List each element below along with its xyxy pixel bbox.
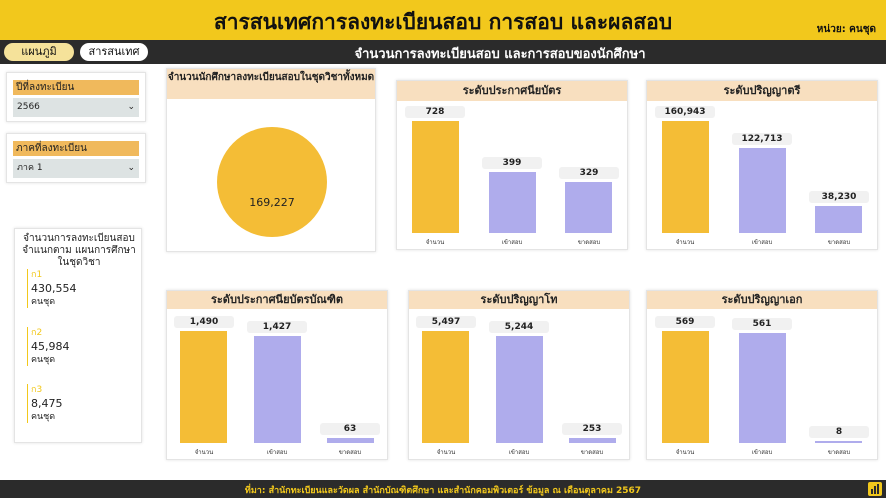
category-label: จำนวน [436, 449, 456, 456]
year-slicer: ปีที่ลงทะเบียน 2566 ⌄ [6, 72, 146, 122]
semester-slicer-label: ภาคที่ลงทะเบียน [13, 141, 139, 156]
semester-dropdown-value: ภาค 1 [17, 163, 43, 173]
data-label: 38,230 [809, 191, 869, 203]
kpi-group-1: ก1 430,554 คนชุด [27, 269, 135, 308]
bar-registered[interactable] [180, 331, 227, 443]
bar-registered[interactable] [662, 121, 709, 233]
chevron-down-icon: ⌄ [127, 163, 135, 173]
powerbi-icon[interactable] [868, 482, 882, 496]
category-label: ขาดสอบ [827, 239, 851, 246]
year-dropdown-value: 2566 [17, 102, 40, 112]
data-label: 561 [732, 318, 792, 330]
category-label: จำนวน [194, 449, 214, 456]
section-subtitle: จำนวนการลงทะเบียนสอบ และการสอบของนักศึกษ… [354, 47, 646, 62]
category-label: เข้าสอบ [266, 449, 288, 456]
bar-absent[interactable] [565, 182, 612, 233]
chart-title: ระดับปริญญาโท [409, 291, 629, 309]
bar-absent[interactable] [327, 438, 374, 443]
category-label: จำนวน [675, 449, 695, 456]
category-label: ขาดสอบ [580, 449, 604, 456]
year-dropdown[interactable]: 2566 ⌄ [13, 98, 139, 117]
data-label: 1,427 [247, 321, 307, 333]
kpi-unit: คนชุด [31, 412, 56, 422]
bar-attended[interactable] [739, 148, 786, 233]
bar-absent[interactable] [815, 206, 862, 233]
category-label: ขาดสอบ [338, 449, 362, 456]
category-label: เข้าสอบ [501, 239, 523, 246]
semester-dropdown[interactable]: ภาค 1 ⌄ [13, 159, 139, 178]
kpi-unit: คนชุด [31, 297, 56, 307]
bar-registered[interactable] [412, 121, 459, 233]
data-label: 63 [320, 423, 380, 435]
bar-attended[interactable] [496, 336, 543, 443]
registration-by-plan-card: จำนวนการลงทะเบียนสอบ จำแนกตาม แผนการศึกษ… [14, 228, 142, 443]
kpi-value: 430,554 [31, 282, 77, 295]
data-label: 728 [405, 106, 465, 118]
kpi-group-2: ก2 45,984 คนชุด [27, 327, 135, 366]
chart-panel-bachelor: ระดับปริญญาตรี 160,943 จำนวน 122,713 เข้าสอ… [646, 80, 878, 250]
total-students-title: จำนวนนักศึกษาลงทะเบียนสอบในชุดวิชาทั้งหม… [167, 69, 375, 99]
chart-panel-certificate: ระดับประกาศนียบัตร 728 จำนวน 399 เข้าสอบ 329… [396, 80, 628, 250]
chart-title: ระดับประกาศนียบัตร [397, 81, 627, 101]
semester-slicer: ภาคที่ลงทะเบียน ภาค 1 ⌄ [6, 133, 146, 183]
data-label: 5,497 [416, 316, 476, 328]
kpi-title: จำนวนการลงทะเบียนสอบ จำแนกตาม แผนการศึกษ… [22, 233, 136, 268]
data-label: 569 [655, 316, 715, 328]
bar-registered[interactable] [422, 331, 469, 443]
bar-attended[interactable] [489, 172, 536, 233]
kpi-value: 8,475 [31, 397, 63, 410]
chart-title: ระดับประกาศนียบัตรบัณฑิต [167, 291, 387, 309]
category-label: เข้าสอบ [751, 239, 773, 246]
kpi-unit: คนชุด [31, 355, 56, 365]
data-label: 5,244 [489, 321, 549, 333]
category-label: ขาดสอบ [827, 449, 851, 456]
kpi-group-label: ก3 [31, 385, 43, 395]
category-label: ขาดสอบ [577, 239, 601, 246]
bar-absent[interactable] [815, 441, 862, 443]
page-title: สารสนเทศการลงทะเบียนสอบ การสอบ และผลสอบ [213, 10, 673, 34]
header-bar: สารสนเทศการลงทะเบียนสอบ การสอบ และผลสอบ … [0, 0, 886, 40]
total-students-circle [217, 127, 327, 237]
data-label: 329 [559, 167, 619, 179]
data-label: 1,490 [174, 316, 234, 328]
data-label: 160,943 [655, 106, 715, 118]
category-label: เข้าสอบ [751, 449, 773, 456]
data-label: 122,713 [732, 133, 792, 145]
year-slicer-label: ปีที่ลงทะเบียน [13, 80, 139, 95]
chart-panel-master: ระดับปริญญาโท 5,497 จำนวน 5,244 เข้าสอบ 253 ข… [408, 290, 630, 460]
unit-label: หน่วย: คนชุด [816, 24, 876, 35]
category-label: เข้าสอบ [508, 449, 530, 456]
chart-title: ระดับปริญญาเอก [647, 291, 877, 309]
kpi-group-label: ก2 [31, 328, 43, 338]
chart-panel-doctorate: ระดับปริญญาเอก 569 จำนวน 561 เข้าสอบ 8 ขาดสอบ [646, 290, 878, 460]
tab-info[interactable]: สารสนเทศ [80, 43, 148, 61]
kpi-group-label: ก1 [31, 270, 43, 280]
data-label: 8 [809, 426, 869, 438]
source-note: ที่มา: สำนักทะเบียนและวัดผล สำนักบัณฑิตศ… [244, 486, 642, 496]
chevron-down-icon: ⌄ [127, 102, 135, 112]
data-label: 399 [482, 157, 542, 169]
nav-bar: แผนภูมิ สารสนเทศ จำนวนการลงทะเบียนสอบ แล… [0, 40, 886, 64]
bar-attended[interactable] [254, 336, 301, 443]
kpi-value: 45,984 [31, 340, 70, 353]
bar-absent[interactable] [569, 438, 616, 443]
bar-attended[interactable] [739, 333, 786, 443]
chart-panel-graduate-diploma: ระดับประกาศนียบัตรบัณฑิต 1,490 จำนวน 1,427… [166, 290, 388, 460]
total-students-value: 169,227 [249, 196, 295, 209]
data-label: 253 [562, 423, 622, 435]
footer-bar: ที่มา: สำนักทะเบียนและวัดผล สำนักบัณฑิตศ… [0, 480, 886, 498]
tab-chart[interactable]: แผนภูมิ [4, 43, 74, 61]
category-label: จำนวน [675, 239, 695, 246]
total-students-card: จำนวนนักศึกษาลงทะเบียนสอบในชุดวิชาทั้งหม… [166, 68, 376, 252]
bar-registered[interactable] [662, 331, 709, 443]
kpi-group-3: ก3 8,475 คนชุด [27, 384, 135, 423]
chart-title: ระดับปริญญาตรี [647, 81, 877, 101]
category-label: จำนวน [425, 239, 445, 246]
